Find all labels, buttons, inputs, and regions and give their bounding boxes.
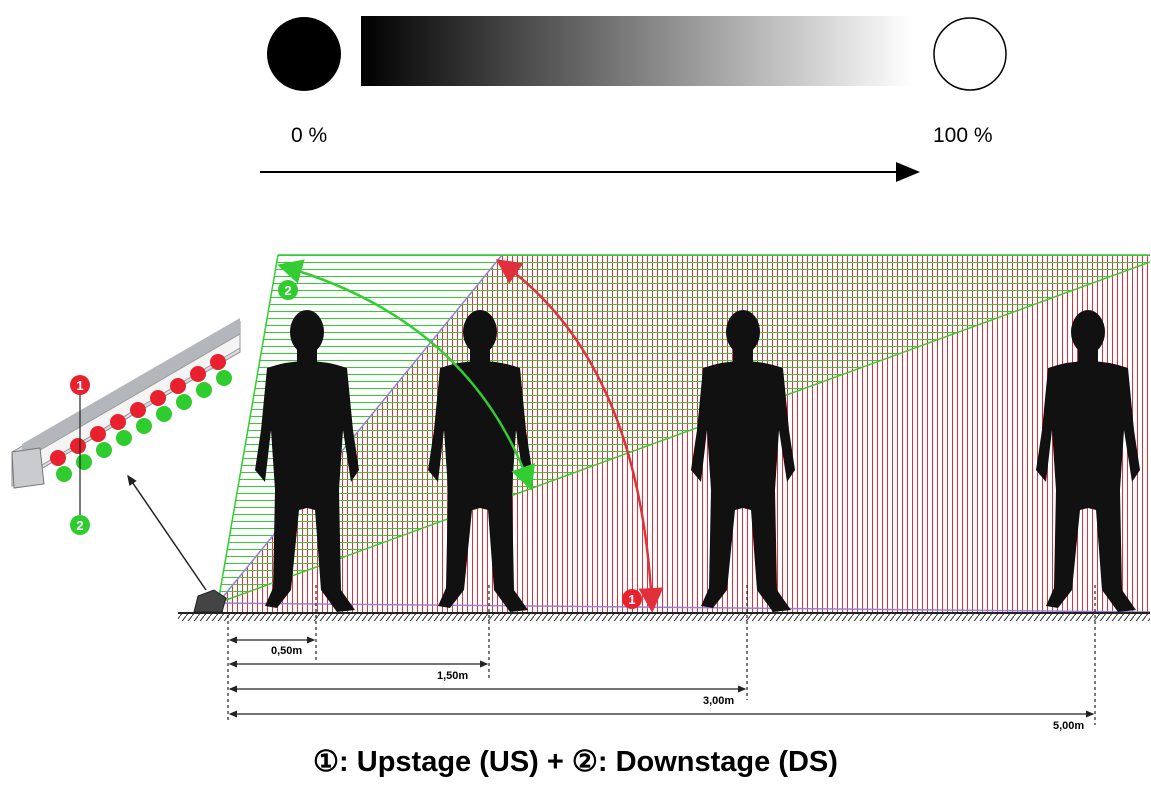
svg-text:2: 2	[76, 518, 83, 533]
distance-label: 3,00m	[703, 695, 735, 707]
floor	[178, 612, 1150, 621]
dimension-lines	[227, 585, 1096, 725]
gradient-start-label: 0 %	[291, 124, 328, 147]
distance-label: 5,00m	[1053, 720, 1085, 732]
detail-pointer-arrow	[127, 474, 207, 591]
svg-text:2: 2	[284, 283, 291, 298]
marker-two-detail: 2	[70, 515, 90, 535]
gradient-bar	[361, 16, 913, 86]
black-circle-icon	[267, 17, 341, 91]
svg-text:1: 1	[76, 378, 83, 393]
gradient-legend	[260, 16, 1007, 182]
marker-one-beam: 1	[622, 589, 642, 609]
upstage-arc	[495, 259, 664, 613]
distance-label: 0,50m	[271, 645, 303, 657]
distance-label: 1,50m	[437, 670, 469, 682]
marker-two-beam: 2	[278, 280, 298, 300]
light-beams	[217, 254, 1151, 613]
caption: ①: Upstage (US) + ②: Downstage (DS)	[313, 746, 838, 778]
marker-one-detail: 1	[70, 375, 90, 395]
fixture-detail	[11, 318, 241, 591]
red-led-row	[50, 354, 226, 466]
white-circle-icon	[933, 17, 1007, 91]
downstage-arc	[277, 259, 535, 491]
angle-arcs	[277, 259, 664, 613]
svg-text:1: 1	[628, 592, 635, 607]
fixture-icon	[193, 589, 227, 613]
gradient-end-label: 100 %	[933, 124, 993, 147]
